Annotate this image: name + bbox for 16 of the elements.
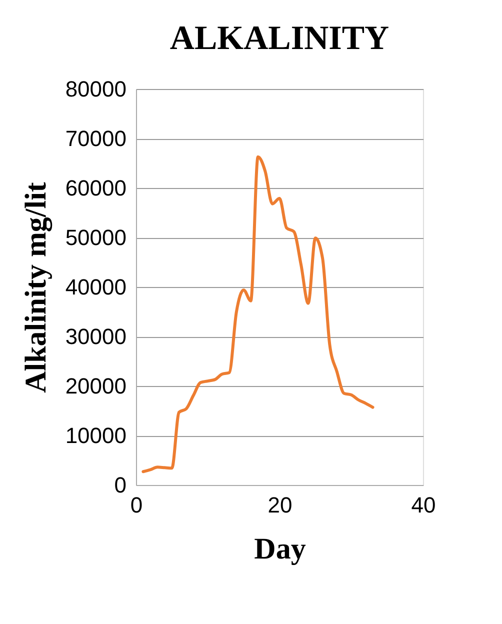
y-tick-label: 70000 <box>65 126 126 151</box>
x-tick-label: 40 <box>411 492 436 518</box>
y-axis-title: Alkalinity mg/lit <box>19 182 52 393</box>
y-tick-label: 30000 <box>65 324 126 349</box>
y-tick-label: 50000 <box>65 225 126 250</box>
chart-title: ALKALINITY <box>170 20 390 57</box>
y-tick-label: 0 <box>114 472 126 498</box>
x-tick-label: 20 <box>268 492 292 518</box>
y-tick-label: 20000 <box>65 374 126 398</box>
y-tick-label: 60000 <box>65 176 126 200</box>
y-tick-label: 40000 <box>65 274 126 300</box>
x-tick-label: 0 <box>130 492 143 518</box>
x-axis-title: Day <box>254 532 306 566</box>
y-tick-label: 80000 <box>65 76 126 102</box>
y-tick-label: 10000 <box>65 423 126 448</box>
line-series <box>142 155 374 474</box>
